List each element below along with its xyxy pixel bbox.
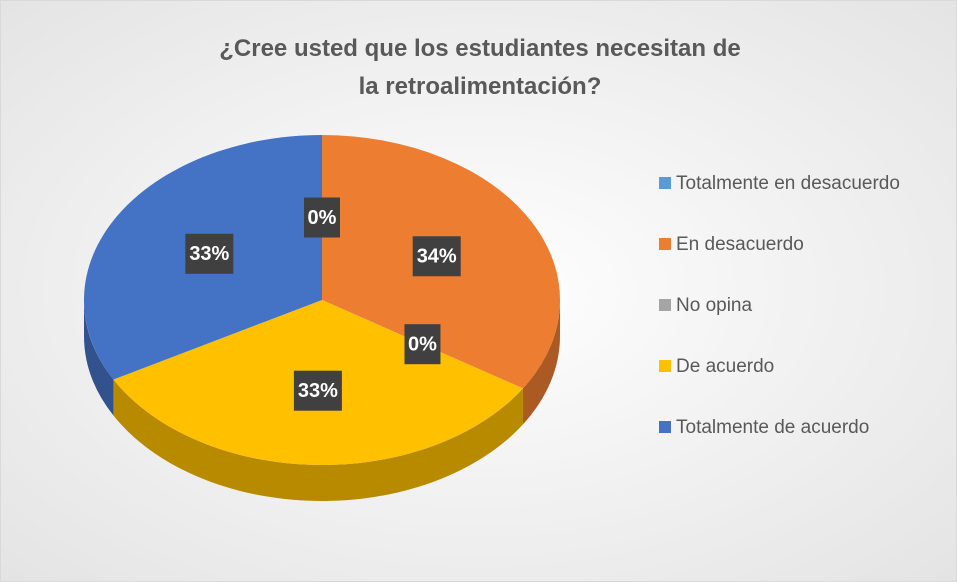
pie: 0% 34% 0% 33% 33% xyxy=(84,134,561,502)
legend-label: Totalmente en desacuerdo xyxy=(676,173,900,194)
value-label: 34% xyxy=(417,246,457,268)
value-label: 33% xyxy=(189,243,229,265)
value-label-box xyxy=(404,324,441,365)
legend-label: No opina xyxy=(676,295,752,316)
value-label: 0% xyxy=(308,207,337,229)
value-label-box xyxy=(293,370,342,411)
value-label: 33% xyxy=(298,380,338,402)
legend-swatch xyxy=(659,177,671,189)
value-label: 0% xyxy=(408,333,437,355)
value-label-box xyxy=(185,233,234,274)
legend-label: Totalmente de acuerdo xyxy=(676,417,869,438)
value-label-box xyxy=(412,236,461,277)
pie-side xyxy=(84,300,114,416)
legend-swatch xyxy=(659,360,671,372)
value-label-box xyxy=(304,197,340,238)
legend-label: De acuerdo xyxy=(676,356,774,377)
legend-swatch xyxy=(659,421,671,433)
legend-label: En desacuerdo xyxy=(676,234,804,255)
legend-swatch xyxy=(659,299,671,311)
pie-side xyxy=(522,300,560,425)
pie-side xyxy=(113,379,523,502)
legend-swatch xyxy=(659,238,671,250)
legend: Totalmente en desacuerdo En desacuerdo No … xyxy=(659,173,900,438)
chart-title: ¿Cree usted que los estudiantes necesita… xyxy=(219,35,740,100)
